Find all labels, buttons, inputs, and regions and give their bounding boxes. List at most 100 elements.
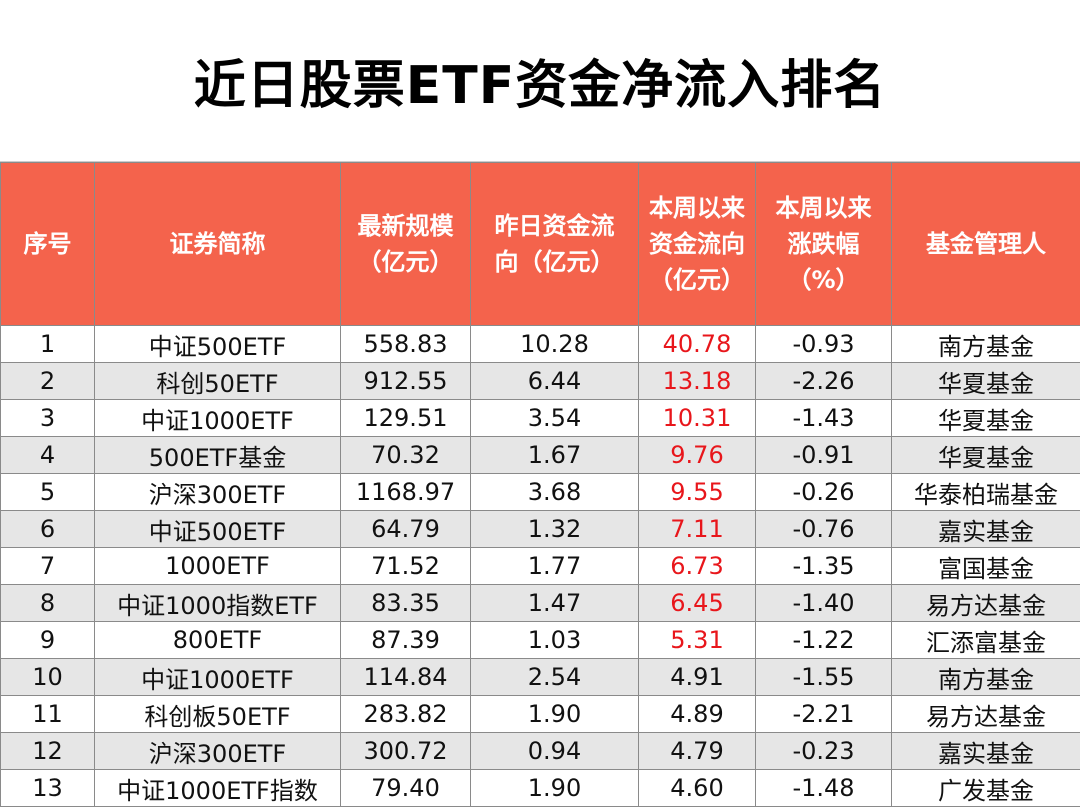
cell-yesterday: 0.94 bbox=[471, 733, 639, 770]
page-title: 近日股票ETF资金净流入排名 bbox=[0, 0, 1080, 162]
cell-scale: 79.40 bbox=[341, 770, 471, 807]
cell-yesterday: 6.44 bbox=[471, 363, 639, 400]
header-week-change: 本周以来 涨跌幅 （%） bbox=[756, 163, 892, 326]
cell-week-flow: 5.31 bbox=[639, 622, 756, 659]
etf-flow-table: 序号 证券简称 最新规模 （亿元） 昨日资金流 向（亿元） 本周以来 资金流向 … bbox=[0, 162, 1080, 807]
cell-week-flow: 7.11 bbox=[639, 511, 756, 548]
cell-yesterday: 10.28 bbox=[471, 326, 639, 363]
cell-week-change: -2.26 bbox=[756, 363, 892, 400]
cell-week-flow: 40.78 bbox=[639, 326, 756, 363]
header-manager: 基金管理人 bbox=[892, 163, 1080, 326]
header-scale: 最新规模 （亿元） bbox=[341, 163, 471, 326]
cell-scale: 283.82 bbox=[341, 696, 471, 733]
cell-manager: 华夏基金 bbox=[892, 363, 1080, 400]
cell-yesterday: 1.32 bbox=[471, 511, 639, 548]
cell-scale: 83.35 bbox=[341, 585, 471, 622]
cell-manager: 南方基金 bbox=[892, 326, 1080, 363]
cell-week-flow: 4.89 bbox=[639, 696, 756, 733]
cell-week-change: -1.35 bbox=[756, 548, 892, 585]
cell-seq: 10 bbox=[1, 659, 95, 696]
cell-seq: 12 bbox=[1, 733, 95, 770]
cell-week-change: -1.43 bbox=[756, 400, 892, 437]
cell-scale: 129.51 bbox=[341, 400, 471, 437]
header-seq: 序号 bbox=[1, 163, 95, 326]
cell-yesterday: 1.90 bbox=[471, 770, 639, 807]
cell-manager: 汇添富基金 bbox=[892, 622, 1080, 659]
cell-yesterday: 1.47 bbox=[471, 585, 639, 622]
header-yesterday: 昨日资金流 向（亿元） bbox=[471, 163, 639, 326]
cell-seq: 5 bbox=[1, 474, 95, 511]
cell-week-change: -1.40 bbox=[756, 585, 892, 622]
cell-week-change: -0.23 bbox=[756, 733, 892, 770]
cell-yesterday: 1.67 bbox=[471, 437, 639, 474]
cell-week-change: -0.26 bbox=[756, 474, 892, 511]
cell-name: 科创50ETF bbox=[95, 363, 341, 400]
cell-manager: 易方达基金 bbox=[892, 696, 1080, 733]
cell-scale: 87.39 bbox=[341, 622, 471, 659]
cell-week-change: -1.22 bbox=[756, 622, 892, 659]
cell-manager: 南方基金 bbox=[892, 659, 1080, 696]
cell-seq: 1 bbox=[1, 326, 95, 363]
cell-week-change: -0.76 bbox=[756, 511, 892, 548]
cell-scale: 64.79 bbox=[341, 511, 471, 548]
header-week-flow: 本周以来 资金流向 （亿元） bbox=[639, 163, 756, 326]
cell-scale: 912.55 bbox=[341, 363, 471, 400]
cell-week-flow: 4.79 bbox=[639, 733, 756, 770]
header-week-change-line-1: 本周以来 bbox=[760, 190, 887, 226]
header-week-flow-line-2: 资金流向 bbox=[643, 226, 751, 262]
cell-scale: 1168.97 bbox=[341, 474, 471, 511]
cell-manager: 华夏基金 bbox=[892, 437, 1080, 474]
cell-seq: 3 bbox=[1, 400, 95, 437]
cell-week-flow: 4.60 bbox=[639, 770, 756, 807]
header-scale-line-1: 最新规模 bbox=[345, 208, 466, 244]
cell-manager: 华夏基金 bbox=[892, 400, 1080, 437]
cell-week-change: -1.55 bbox=[756, 659, 892, 696]
cell-yesterday: 1.77 bbox=[471, 548, 639, 585]
header-yesterday-line-2: 向（亿元） bbox=[475, 244, 634, 280]
cell-yesterday: 1.03 bbox=[471, 622, 639, 659]
cell-week-flow: 10.31 bbox=[639, 400, 756, 437]
cell-seq: 9 bbox=[1, 622, 95, 659]
cell-week-flow: 13.18 bbox=[639, 363, 756, 400]
cell-name: 500ETF基金 bbox=[95, 437, 341, 474]
cell-name: 800ETF bbox=[95, 622, 341, 659]
header-scale-line-2: （亿元） bbox=[345, 244, 466, 280]
cell-week-change: -0.93 bbox=[756, 326, 892, 363]
cell-manager: 华泰柏瑞基金 bbox=[892, 474, 1080, 511]
cell-seq: 6 bbox=[1, 511, 95, 548]
cell-seq: 2 bbox=[1, 363, 95, 400]
header-week-change-line-2: 涨跌幅 bbox=[760, 226, 887, 262]
cell-name: 中证500ETF bbox=[95, 511, 341, 548]
cell-scale: 114.84 bbox=[341, 659, 471, 696]
cell-week-change: -2.21 bbox=[756, 696, 892, 733]
cell-name: 沪深300ETF bbox=[95, 474, 341, 511]
cell-manager: 富国基金 bbox=[892, 548, 1080, 585]
cell-scale: 300.72 bbox=[341, 733, 471, 770]
cell-scale: 71.52 bbox=[341, 548, 471, 585]
cell-yesterday: 2.54 bbox=[471, 659, 639, 696]
cell-scale: 558.83 bbox=[341, 326, 471, 363]
cell-manager: 易方达基金 bbox=[892, 585, 1080, 622]
cell-yesterday: 3.54 bbox=[471, 400, 639, 437]
cell-seq: 13 bbox=[1, 770, 95, 807]
cell-seq: 11 bbox=[1, 696, 95, 733]
cell-name: 中证1000ETF bbox=[95, 659, 341, 696]
cell-week-change: -1.48 bbox=[756, 770, 892, 807]
cell-yesterday: 3.68 bbox=[471, 474, 639, 511]
header-name: 证券简称 bbox=[95, 163, 341, 326]
cell-scale: 70.32 bbox=[341, 437, 471, 474]
cell-week-flow: 6.45 bbox=[639, 585, 756, 622]
cell-seq: 8 bbox=[1, 585, 95, 622]
